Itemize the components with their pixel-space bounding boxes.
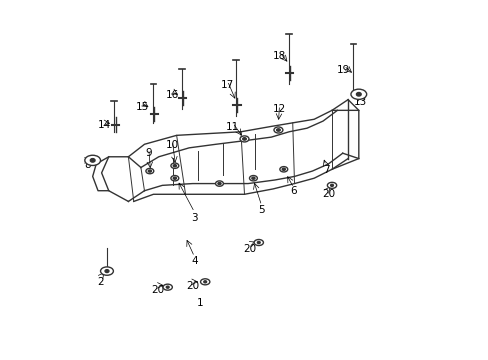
Ellipse shape — [84, 155, 101, 166]
Ellipse shape — [171, 176, 179, 181]
Ellipse shape — [249, 176, 257, 181]
Ellipse shape — [282, 168, 285, 170]
Ellipse shape — [173, 165, 176, 167]
Ellipse shape — [273, 127, 283, 133]
Ellipse shape — [203, 281, 206, 283]
Ellipse shape — [101, 267, 113, 275]
Ellipse shape — [200, 279, 209, 285]
Text: 20: 20 — [243, 244, 256, 254]
Ellipse shape — [254, 239, 263, 246]
Ellipse shape — [90, 159, 95, 162]
Ellipse shape — [326, 182, 336, 188]
Text: 4: 4 — [191, 256, 198, 266]
Text: 10: 10 — [165, 140, 179, 150]
Ellipse shape — [350, 89, 366, 99]
Ellipse shape — [251, 177, 254, 179]
Text: 20: 20 — [151, 285, 164, 295]
Ellipse shape — [279, 167, 287, 172]
Ellipse shape — [215, 181, 223, 186]
Text: 5: 5 — [258, 205, 264, 215]
Ellipse shape — [242, 138, 246, 140]
Text: 7: 7 — [322, 165, 328, 175]
Ellipse shape — [171, 163, 179, 168]
Text: 9: 9 — [145, 148, 152, 158]
Text: 2: 2 — [97, 277, 103, 287]
Ellipse shape — [276, 129, 280, 131]
Text: 14: 14 — [97, 120, 110, 130]
Ellipse shape — [145, 168, 153, 174]
Ellipse shape — [105, 270, 109, 273]
Text: 20: 20 — [186, 282, 199, 292]
Ellipse shape — [257, 242, 260, 244]
Ellipse shape — [356, 93, 361, 96]
Text: 6: 6 — [290, 186, 297, 197]
Text: 13: 13 — [353, 97, 366, 107]
Text: 20: 20 — [321, 189, 334, 199]
Ellipse shape — [163, 284, 172, 290]
Text: 17: 17 — [220, 80, 233, 90]
Text: 16: 16 — [165, 90, 179, 100]
Ellipse shape — [218, 183, 221, 185]
Text: 15: 15 — [135, 102, 148, 112]
Text: 18: 18 — [272, 51, 285, 61]
Ellipse shape — [173, 177, 176, 179]
Text: 11: 11 — [225, 122, 239, 132]
Ellipse shape — [166, 286, 169, 288]
Text: 3: 3 — [191, 212, 198, 222]
Text: 12: 12 — [272, 104, 285, 114]
Ellipse shape — [148, 170, 151, 172]
Text: 19: 19 — [337, 65, 350, 75]
Ellipse shape — [240, 136, 248, 142]
Ellipse shape — [330, 184, 333, 186]
Text: 1: 1 — [196, 298, 203, 308]
Text: 8: 8 — [84, 159, 91, 170]
